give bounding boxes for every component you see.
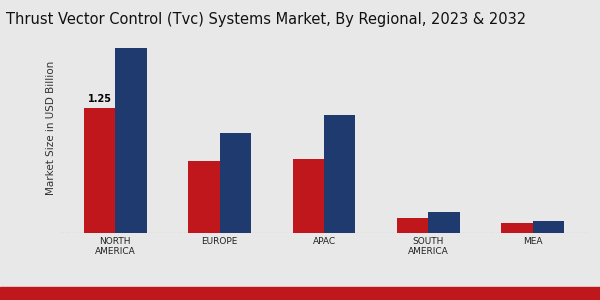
Bar <box>533 220 564 232</box>
Bar <box>293 158 324 232</box>
Bar <box>324 115 355 232</box>
Text: 1.25: 1.25 <box>88 94 112 104</box>
Bar <box>115 47 146 232</box>
Bar <box>428 212 460 233</box>
Bar <box>188 160 220 232</box>
Text: Thrust Vector Control (Tvc) Systems Market, By Regional, 2023 & 2032: Thrust Vector Control (Tvc) Systems Mark… <box>6 12 526 27</box>
Bar <box>397 218 428 232</box>
Bar <box>220 133 251 232</box>
Bar <box>84 107 115 232</box>
Bar <box>502 223 533 232</box>
Y-axis label: Market Size in USD Billion: Market Size in USD Billion <box>46 60 56 195</box>
